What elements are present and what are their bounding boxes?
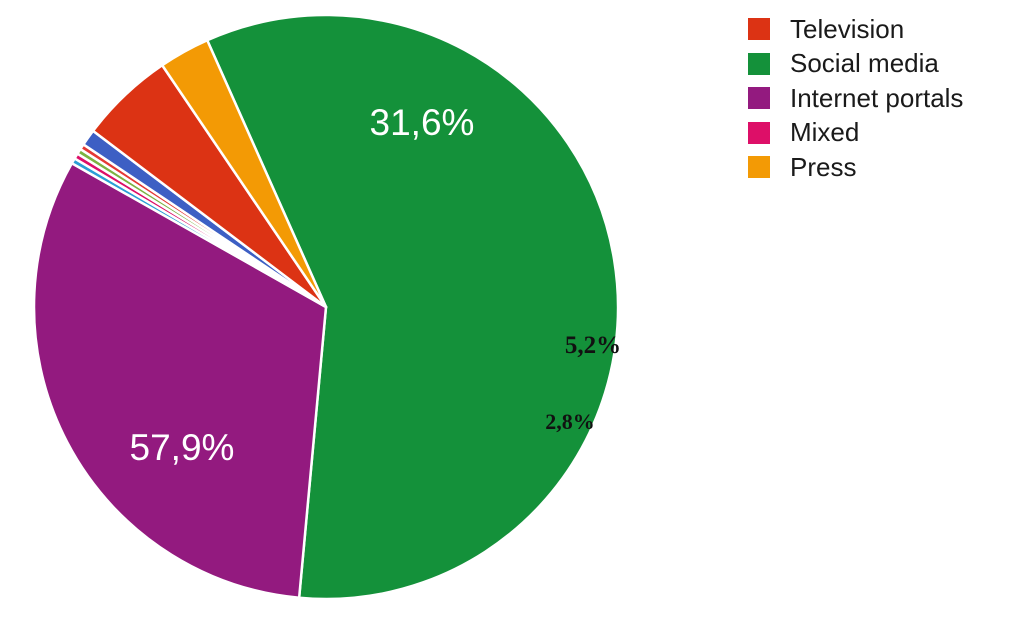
legend-swatch-television [748, 18, 770, 41]
pie-labels: 57,9% 31,6% 5,2% 2,8% [130, 102, 622, 468]
legend-item-internet-portals: Internet portals [748, 81, 963, 116]
legend-item-press: Press [748, 150, 963, 185]
slice-label-press: 2,8% [545, 409, 595, 434]
legend-item-social-media: Social media [748, 47, 963, 82]
chart-legend: Television Social media Internet portals… [748, 12, 963, 185]
pie-slice-social-media [205, 13, 620, 601]
legend-label-mixed: Mixed [790, 117, 860, 148]
legend-label-press: Press [790, 151, 857, 182]
legend-label-internet-portals: Internet portals [790, 82, 964, 113]
pie-chart: 57,9% 31,6% 5,2% 2,8% [32, 13, 622, 601]
slice-label-internet-portals: 31,6% [370, 102, 475, 143]
legend-swatch-press [748, 156, 770, 179]
pie-slices [32, 13, 620, 601]
legend-swatch-internet-portals [748, 87, 770, 110]
pie-slice-internet-portals [32, 161, 328, 600]
legend-swatch-social-media [748, 52, 770, 75]
legend-swatch-mixed [748, 121, 770, 144]
legend-label-television: Television [790, 13, 905, 44]
legend-item-mixed: Mixed [748, 116, 963, 151]
slice-label-television: 5,2% [565, 332, 621, 359]
pie-slice-press [160, 38, 328, 309]
legend-item-television: Television [748, 12, 963, 47]
legend-label-social-media: Social media [790, 48, 939, 79]
slice-label-social-media: 57,9% [130, 427, 235, 468]
